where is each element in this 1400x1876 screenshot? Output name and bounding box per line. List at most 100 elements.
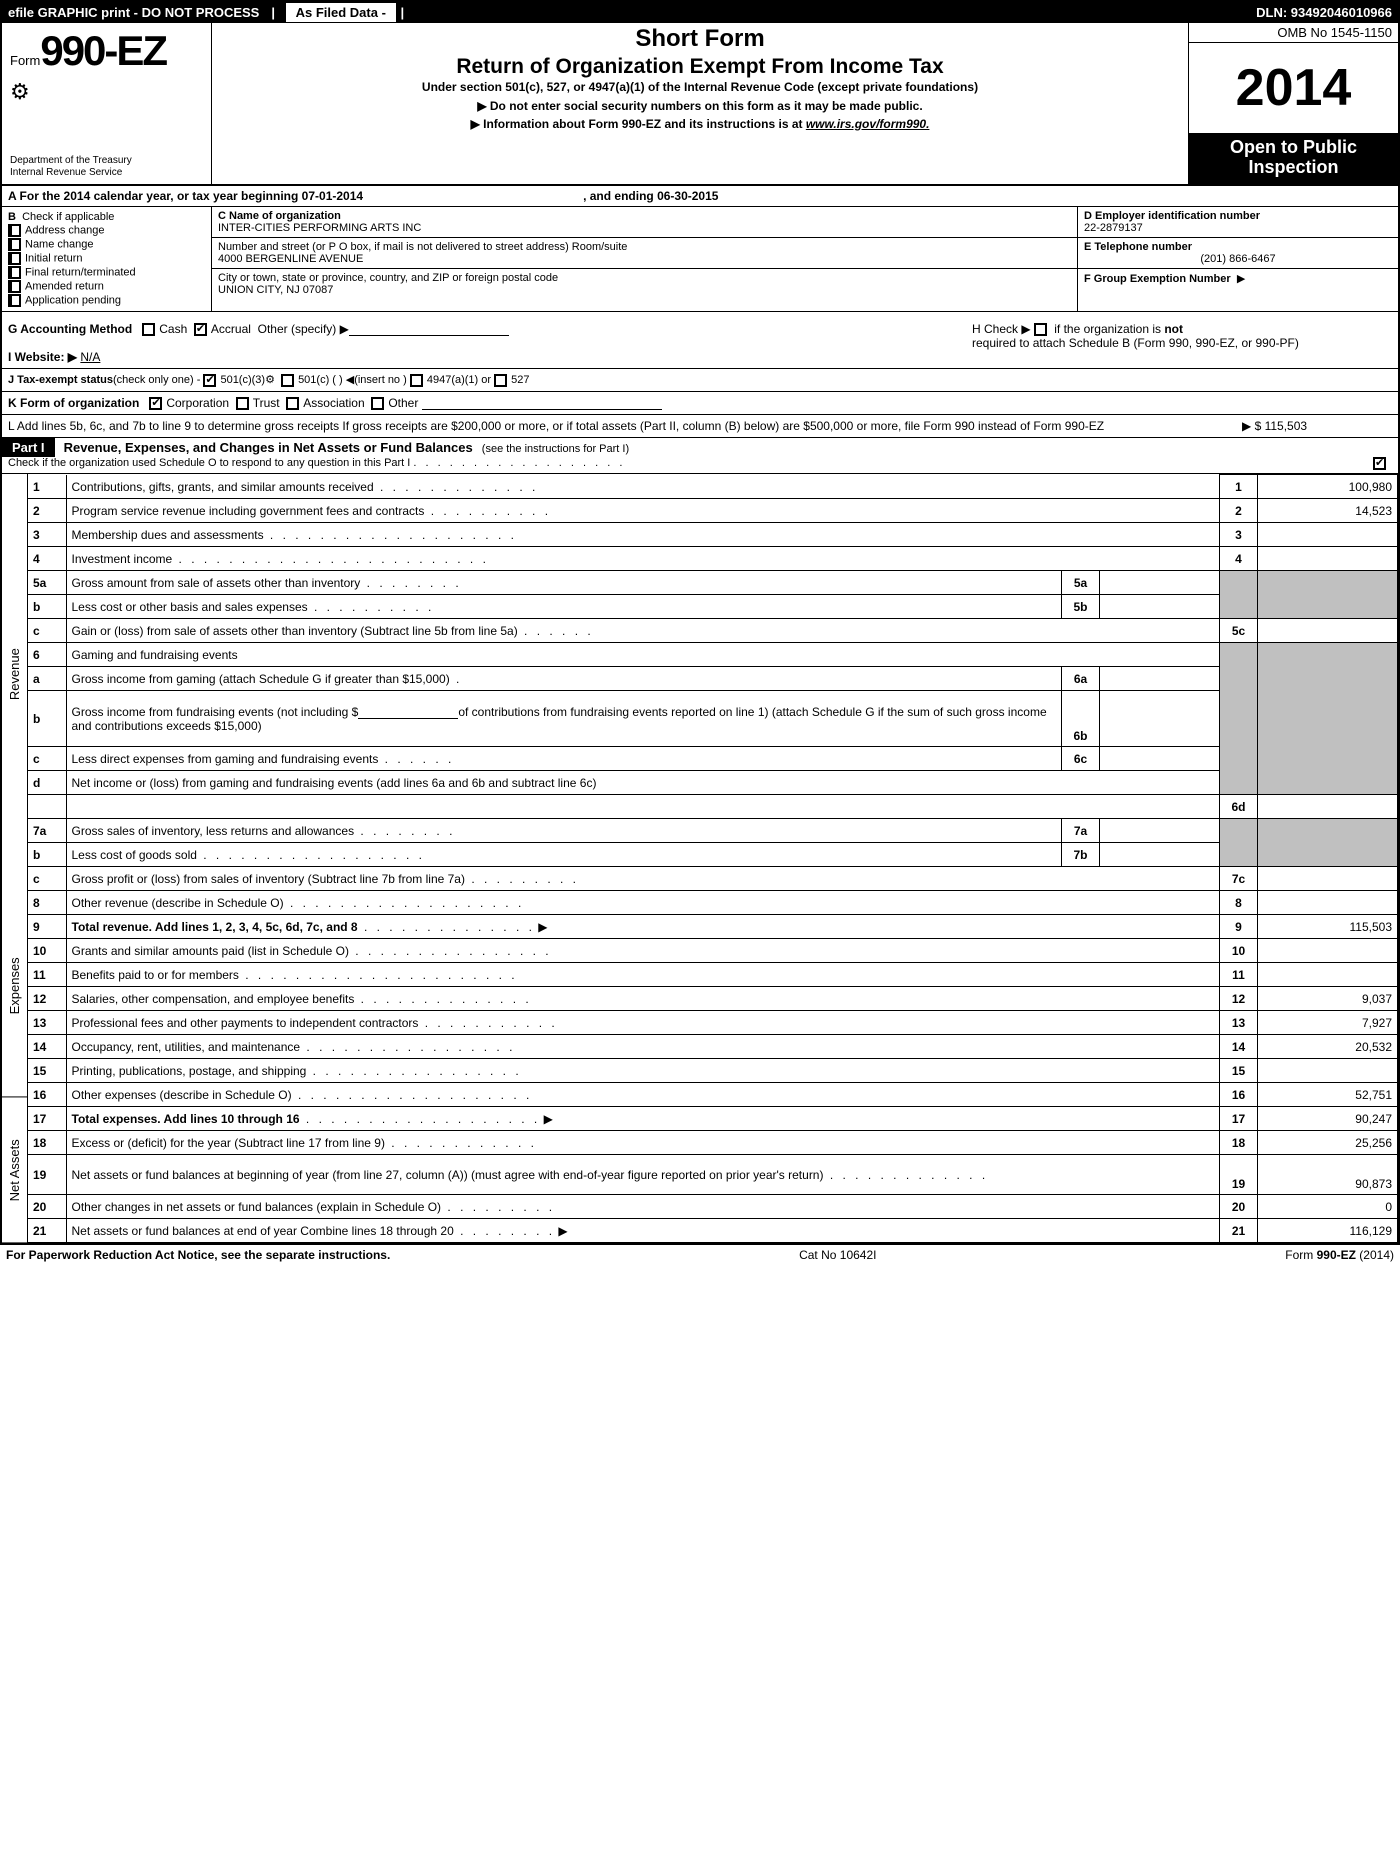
top-bar: efile GRAPHIC print - DO NOT PROCESS | A… <box>2 2 1398 23</box>
ck-4947[interactable] <box>410 374 423 387</box>
l18-desc: Excess or (deficit) for the year (Subtra… <box>72 1136 385 1150</box>
ck-amended[interactable] <box>8 280 21 293</box>
dots: . . . . . . . . . . . . . . . . . . <box>413 457 625 469</box>
c-name-val: INTER-CITIES PERFORMING ARTS INC <box>218 222 1071 234</box>
dept-line1: Department of the Treasury <box>10 155 203 167</box>
c-city-label: City or town, state or province, country… <box>218 272 1071 284</box>
footer-right: 990-EZ <box>1317 1248 1356 1262</box>
treasury-seal-icon: ⚙ <box>10 79 203 105</box>
part1-title: Revenue, Expenses, and Changes in Net As… <box>58 438 479 457</box>
h-t1: H Check ▶ <box>972 322 1031 336</box>
ck-name-change[interactable] <box>8 238 21 251</box>
l11-amt <box>1258 963 1398 987</box>
b-check-if: Check if applicable <box>22 211 114 223</box>
i-val: N/A <box>80 350 100 364</box>
ck-501c[interactable] <box>281 374 294 387</box>
footer-mid: Cat No 10642I <box>390 1248 1285 1262</box>
part1-sub: Check if the organization used Schedule … <box>2 457 1398 473</box>
l5a-desc: Gross amount from sale of assets other t… <box>72 576 361 590</box>
footer-left: For Paperwork Reduction Act Notice, see … <box>6 1248 390 1262</box>
return-title: Return of Organization Exempt From Incom… <box>222 55 1178 79</box>
l6-desc: Gaming and fundraising events <box>72 648 238 662</box>
gh-left: G Accounting Method Cash Accrual Other (… <box>8 322 972 364</box>
j-o2: 501(c) ( ) ◀(insert no ) <box>298 374 407 386</box>
g-other: Other (specify) ▶ <box>258 322 349 336</box>
l8-desc: Other revenue (describe in Schedule O) <box>72 896 284 910</box>
tax-year: 2014 <box>1189 43 1398 133</box>
l21-amt: 116,129 <box>1258 1219 1398 1243</box>
k-other-input[interactable] <box>422 398 662 410</box>
l-text: L Add lines 5b, 6c, and 7b to line 9 to … <box>8 419 1232 433</box>
ck-pending[interactable] <box>8 294 21 307</box>
header: Form990-EZ ⚙ Department of the Treasury … <box>2 23 1398 186</box>
d-val: 22-2879137 <box>1084 222 1392 234</box>
c-street-label: Number and street (or P O box, if mail i… <box>218 241 1071 253</box>
l1-amt: 100,980 <box>1258 475 1398 499</box>
k-o3: Association <box>303 396 364 410</box>
l6d-desc: Net income or (loss) from gaming and fun… <box>72 776 597 790</box>
ck-527[interactable] <box>494 374 507 387</box>
l7b-desc: Less cost of goods sold <box>72 848 197 862</box>
h-t2: if the organization is <box>1054 322 1161 336</box>
l3-desc: Membership dues and assessments <box>72 528 264 542</box>
efile-label: efile GRAPHIC print - DO NOT PROCESS <box>2 2 265 23</box>
col-def: D Employer identification number 22-2879… <box>1078 207 1398 311</box>
ck-trust[interactable] <box>236 397 249 410</box>
ck-501c3[interactable] <box>203 374 216 387</box>
asfiled-box: As Filed Data - <box>285 2 397 23</box>
header-right: OMB No 1545-1150 2014 Open to Public Ins… <box>1188 23 1398 184</box>
ck-h[interactable] <box>1034 323 1047 336</box>
ck-accrual[interactable] <box>194 323 207 336</box>
b-item-2: Initial return <box>25 252 82 264</box>
irs-link[interactable]: www.irs.gov/form990. <box>806 117 930 131</box>
note-info: ▶ Information about Form 990-EZ and its … <box>222 117 1178 131</box>
l7c-amt <box>1258 867 1398 891</box>
ck-address-change[interactable] <box>8 224 21 237</box>
l13-desc: Professional fees and other payments to … <box>72 1016 419 1030</box>
l19-desc: Net assets or fund balances at beginning… <box>72 1168 824 1182</box>
note-ssn: ▶ Do not enter social security numbers o… <box>222 99 1178 113</box>
l-arrow: ▶ <box>1242 419 1251 433</box>
ck-schedule-o[interactable] <box>1373 457 1386 470</box>
l2-desc: Program service revenue including govern… <box>72 504 425 518</box>
dln-label: DLN: 93492046010966 <box>1250 2 1398 23</box>
ck-assoc[interactable] <box>286 397 299 410</box>
l3-amt <box>1258 523 1398 547</box>
col-b: B Check if applicable Address change Nam… <box>2 207 212 311</box>
gh-right: H Check ▶ if the organization is not req… <box>972 322 1392 364</box>
l-amt: $ 115,503 <box>1255 419 1308 433</box>
l7a-desc: Gross sales of inventory, less returns a… <box>72 824 355 838</box>
l17-amt: 90,247 <box>1258 1107 1398 1131</box>
k-o4: Other <box>388 396 418 410</box>
dept-line2: Internal Revenue Service <box>10 167 203 179</box>
part1-header: Part I Revenue, Expenses, and Changes in… <box>2 438 1398 474</box>
row-l: L Add lines 5b, 6c, and 7b to line 9 to … <box>2 415 1398 438</box>
c-name-label: C Name of organization <box>218 210 1071 222</box>
ck-cash[interactable] <box>142 323 155 336</box>
ck-corp[interactable] <box>149 397 162 410</box>
vertical-labels: Revenue Expenses Net Assets <box>2 474 28 1243</box>
g-other-input[interactable] <box>349 324 509 336</box>
ck-initial-return[interactable] <box>8 252 21 265</box>
vlabel-revenue: Revenue <box>2 474 27 875</box>
row-k: K Form of organization Corporation Trust… <box>2 392 1398 415</box>
l13-amt: 7,927 <box>1258 1011 1398 1035</box>
b-item-4: Amended return <box>25 280 104 292</box>
l1-desc: Contributions, gifts, grants, and simila… <box>72 480 374 494</box>
ck-k-other[interactable] <box>371 397 384 410</box>
l6b-input[interactable] <box>358 707 458 719</box>
l6b-d1: Gross income from fundraising events (no… <box>72 705 359 719</box>
section-bcdef: B Check if applicable Address change Nam… <box>2 207 1398 312</box>
l4-desc: Investment income <box>72 552 173 566</box>
l15-amt <box>1258 1059 1398 1083</box>
f-arrow: ▶ <box>1237 273 1245 285</box>
lines-wrap: Revenue Expenses Net Assets 1Contributio… <box>2 474 1398 1243</box>
ck-final-return[interactable] <box>8 266 21 279</box>
g-cash: Cash <box>159 322 187 336</box>
l17-desc: Total expenses. Add lines 10 through 16 <box>72 1112 300 1126</box>
b-item-1: Name change <box>25 238 94 250</box>
l6d-amt <box>1258 795 1398 819</box>
c-street-val: 4000 BERGENLINE AVENUE <box>218 253 1071 265</box>
section-gh: G Accounting Method Cash Accrual Other (… <box>2 312 1398 369</box>
note2-pre: ▶ Information about Form 990-EZ and its … <box>471 117 806 131</box>
